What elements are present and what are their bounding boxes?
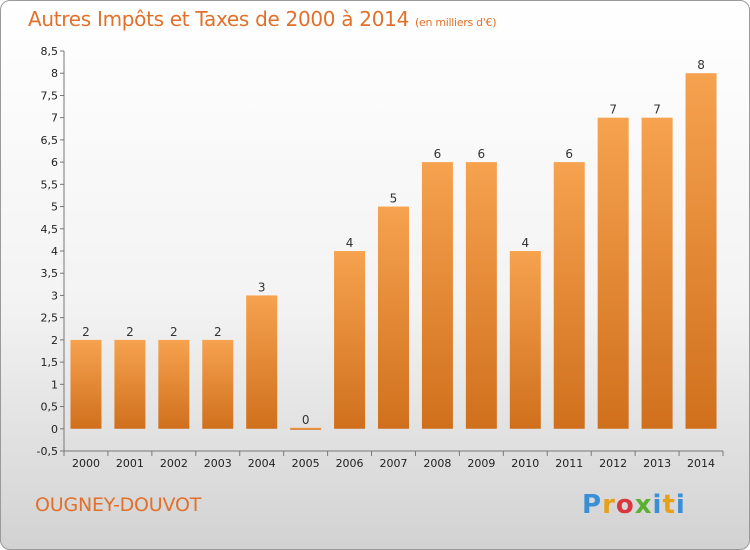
y-tick-label: 0 — [51, 423, 58, 436]
logo-letter: i — [652, 490, 663, 520]
x-tick-label: 2004 — [248, 457, 276, 470]
y-tick-label: 1,5 — [41, 356, 59, 369]
bar — [597, 117, 629, 429]
y-tick-label: 7 — [51, 112, 58, 125]
logo-letter: x — [634, 490, 653, 520]
bar-value-label: 8 — [697, 58, 705, 72]
y-tick-label: 4,5 — [41, 223, 59, 236]
commune-name: OUGNEY-DOUVOT — [35, 494, 202, 516]
logo-letter: i — [675, 490, 686, 520]
y-tick-label: 8,5 — [41, 45, 59, 58]
bar-value-label: 6 — [478, 147, 486, 161]
y-tick-label: 0,5 — [41, 401, 59, 414]
bar — [685, 73, 717, 429]
y-tick-label: 4 — [51, 245, 58, 258]
x-tick-label: 2008 — [423, 457, 451, 470]
bar-value-label: 6 — [565, 147, 573, 161]
x-tick-label: 2010 — [511, 457, 539, 470]
logo-letter: o — [615, 490, 635, 520]
bar-value-label: 2 — [126, 325, 134, 339]
bar — [290, 427, 322, 430]
bar — [553, 162, 585, 429]
x-tick-label: 2014 — [687, 457, 715, 470]
bar — [378, 206, 409, 429]
chart-subtitle: (en milliers d'€) — [415, 16, 497, 29]
bar-value-label: 2 — [214, 325, 222, 339]
bar — [70, 339, 102, 429]
y-tick-label: -0,5 — [37, 445, 58, 458]
bar-value-label: 7 — [653, 103, 661, 117]
proxiti-logo[interactable]: Proxiti — [582, 490, 686, 520]
y-tick-label: 6 — [51, 156, 58, 169]
chart-title-block: Autres Impôts et Taxes de 2000 à 2014 (en… — [28, 7, 496, 31]
x-tick-label: 2006 — [336, 457, 364, 470]
logo-letter: P — [582, 490, 603, 520]
bar-value-label: 2 — [82, 325, 90, 339]
y-tick-label: 5 — [51, 201, 58, 214]
y-tick-label: 6,5 — [41, 134, 59, 147]
y-tick-label: 3 — [51, 289, 58, 302]
bar — [641, 117, 673, 429]
bar-value-label: 4 — [521, 236, 529, 250]
y-tick-label: 3,5 — [41, 267, 59, 280]
logo-letter: r — [602, 490, 616, 520]
bar — [509, 251, 541, 429]
x-tick-label: 2007 — [380, 457, 408, 470]
bar — [421, 162, 453, 429]
bar-value-label: 3 — [258, 280, 266, 294]
x-tick-label: 2012 — [599, 457, 627, 470]
x-tick-label: 2000 — [72, 457, 100, 470]
y-tick-label: 1 — [51, 378, 58, 391]
bar-value-label: 6 — [434, 147, 442, 161]
x-tick-label: 2003 — [204, 457, 232, 470]
bar-value-label: 0 — [302, 413, 310, 427]
bar — [158, 339, 190, 429]
bar-value-label: 2 — [170, 325, 178, 339]
x-tick-label: 2013 — [643, 457, 671, 470]
bar — [334, 251, 366, 429]
bar — [465, 162, 497, 429]
x-tick-label: 2011 — [555, 457, 583, 470]
y-tick-label: 8 — [51, 67, 58, 80]
bar-value-label: 7 — [609, 103, 617, 117]
y-tick-label: 2 — [51, 334, 58, 347]
y-tick-label: 7,5 — [41, 89, 59, 102]
y-tick-label: 5,5 — [41, 178, 59, 191]
y-tick-label: 2,5 — [41, 312, 59, 325]
logo-letter: t — [662, 490, 676, 520]
bar-value-label: 4 — [346, 236, 354, 250]
x-tick-label: 2002 — [160, 457, 188, 470]
x-tick-label: 2009 — [467, 457, 495, 470]
chart-title: Autres Impôts et Taxes de 2000 à 2014 — [28, 7, 409, 31]
bar-value-label: 5 — [390, 192, 398, 206]
x-tick-label: 2001 — [116, 457, 144, 470]
bar — [114, 339, 146, 429]
bar — [202, 339, 234, 429]
x-tick-label: 2005 — [292, 457, 320, 470]
bar — [246, 295, 278, 429]
